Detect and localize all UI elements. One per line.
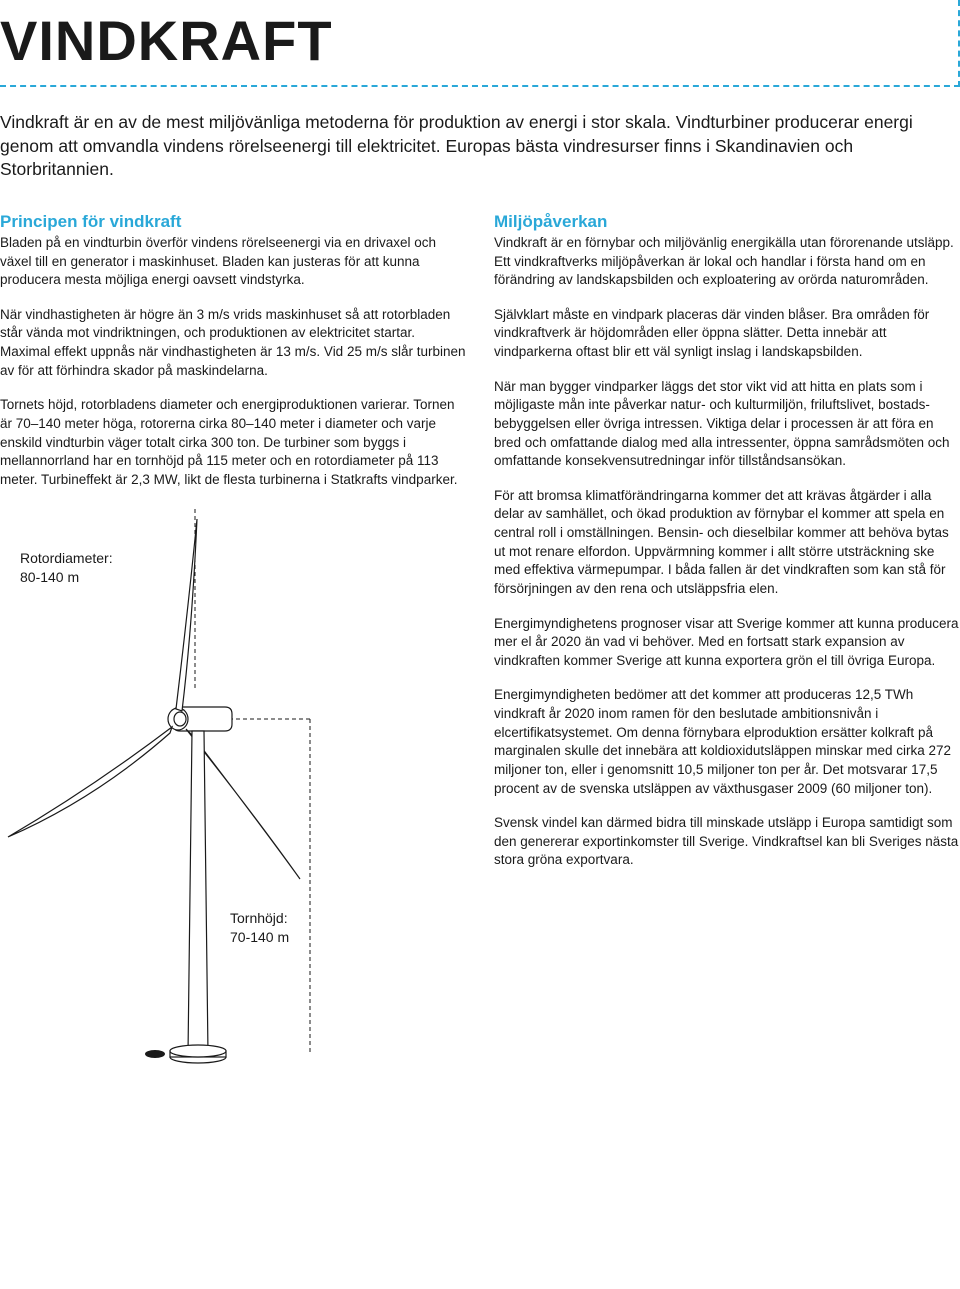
title-box: VINDKRAFT: [0, 0, 960, 87]
left-heading: Principen för vindkraft: [0, 212, 466, 232]
right-p7: Svensk vindel kan därmed bidra till mins…: [494, 814, 960, 870]
left-p3: Tornets höjd, rotorbladens diameter och …: [0, 396, 466, 489]
right-heading: Miljöpåverkan: [494, 212, 960, 232]
right-column: Miljöpåverkan Vindkraft är en förnybar o…: [494, 212, 960, 1070]
two-column-layout: Principen för vindkraft Bladen på en vin…: [0, 212, 960, 1070]
right-p6: Energimyndigheten bedömer att det kommer…: [494, 686, 960, 798]
right-p1: Vindkraft är en förnybar och miljövänlig…: [494, 234, 960, 290]
base-object: [145, 1050, 165, 1058]
intro-paragraph: Vindkraft är en av de mest miljövänliga …: [0, 111, 960, 182]
base-top: [170, 1045, 226, 1057]
right-p2: Självklart måste en vindpark placeras dä…: [494, 306, 960, 362]
hub: [174, 712, 186, 726]
turbine-diagram: Rotordiameter: 80-140 m Tornhöjd: 70-140…: [0, 509, 466, 1069]
right-p3: När man bygger vindparker läggs det stor…: [494, 378, 960, 471]
blade-2: [8, 727, 172, 837]
turbine-svg: [0, 509, 460, 1069]
page-title: VINDKRAFT: [0, 8, 938, 73]
left-p1: Bladen på en vindturbin överför vindens …: [0, 234, 466, 290]
right-p5: Energimyndighetens prognoser visar att S…: [494, 615, 960, 671]
left-p2: När vindhastigheten är högre än 3 m/s vr…: [0, 306, 466, 381]
tower: [188, 731, 208, 1054]
blade-1: [176, 519, 197, 711]
right-p4: För att bromsa klimatförändringarna komm…: [494, 487, 960, 599]
left-column: Principen för vindkraft Bladen på en vin…: [0, 212, 466, 1070]
